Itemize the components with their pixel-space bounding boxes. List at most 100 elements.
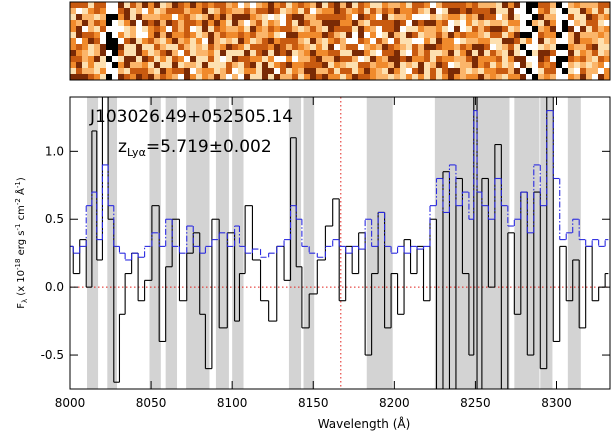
image-pixel bbox=[136, 68, 142, 74]
image-pixel bbox=[280, 74, 286, 80]
image-pixel bbox=[148, 2, 154, 8]
image-pixel bbox=[358, 14, 364, 20]
image-pixel bbox=[394, 44, 400, 50]
image-pixel bbox=[322, 14, 328, 20]
image-pixel bbox=[316, 44, 322, 50]
image-pixel bbox=[532, 68, 538, 74]
image-pixel bbox=[520, 32, 526, 38]
image-pixel bbox=[568, 50, 574, 56]
image-pixel bbox=[184, 8, 190, 14]
step-connector bbox=[72, 110, 606, 260]
image-pixel bbox=[586, 26, 592, 32]
image-pixel bbox=[490, 2, 496, 8]
image-pixel bbox=[340, 62, 346, 68]
image-pixel bbox=[574, 2, 580, 8]
image-pixel bbox=[190, 50, 196, 56]
image-pixel bbox=[496, 68, 502, 74]
image-pixel bbox=[514, 20, 520, 26]
image-pixel bbox=[442, 20, 448, 26]
image-pixel bbox=[310, 62, 316, 68]
image-pixel bbox=[562, 26, 568, 32]
image-pixel bbox=[232, 62, 238, 68]
image-pixel bbox=[514, 56, 520, 62]
image-pixel bbox=[196, 44, 202, 50]
image-pixel bbox=[490, 20, 496, 26]
image-pixel bbox=[214, 32, 220, 38]
image-pixel bbox=[472, 56, 478, 62]
image-pixel bbox=[466, 74, 472, 80]
image-pixel bbox=[592, 56, 598, 62]
image-pixel bbox=[334, 44, 340, 50]
image-pixel bbox=[226, 2, 232, 8]
image-pixel bbox=[220, 44, 226, 50]
image-pixel bbox=[154, 68, 160, 74]
image-pixel bbox=[160, 32, 166, 38]
image-pixel bbox=[550, 2, 556, 8]
image-pixel bbox=[436, 26, 442, 32]
image-pixel bbox=[574, 56, 580, 62]
image-pixel bbox=[220, 56, 226, 62]
image-pixel bbox=[580, 50, 586, 56]
image-pixel bbox=[520, 50, 526, 56]
image-pixel bbox=[490, 50, 496, 56]
image-pixel bbox=[460, 74, 466, 80]
image-pixel bbox=[184, 26, 190, 32]
image-pixel bbox=[316, 56, 322, 62]
image-pixel bbox=[418, 62, 424, 68]
image-pixel bbox=[328, 32, 334, 38]
image-pixel bbox=[202, 2, 208, 8]
image-pixel bbox=[400, 62, 406, 68]
image-pixel bbox=[304, 2, 310, 8]
image-pixel bbox=[556, 14, 562, 20]
image-pixel bbox=[322, 8, 328, 14]
image-pixel bbox=[496, 44, 502, 50]
plot-frame bbox=[69, 96, 611, 390]
image-pixel bbox=[76, 2, 82, 8]
image-pixel bbox=[274, 44, 280, 50]
image-pixel bbox=[82, 20, 88, 26]
image-pixel bbox=[496, 26, 502, 32]
image-pixel bbox=[538, 50, 544, 56]
image-pixel bbox=[244, 38, 250, 44]
image-pixel bbox=[454, 32, 460, 38]
image-pixel bbox=[130, 68, 136, 74]
image-pixel bbox=[88, 50, 94, 56]
image-pixel bbox=[292, 8, 298, 14]
image-pixel bbox=[388, 62, 394, 68]
image-pixel bbox=[412, 50, 418, 56]
image-pixel bbox=[166, 8, 172, 14]
image-pixel bbox=[424, 2, 430, 8]
image-pixel bbox=[130, 14, 136, 20]
image-pixel bbox=[382, 62, 388, 68]
image-pixel bbox=[190, 20, 196, 26]
image-pixel bbox=[184, 56, 190, 62]
image-pixel bbox=[574, 50, 580, 56]
image-pixel bbox=[436, 44, 442, 50]
image-pixel bbox=[220, 50, 226, 56]
image-pixel bbox=[340, 68, 346, 74]
image-pixel bbox=[532, 32, 538, 38]
image-pixel bbox=[358, 8, 364, 14]
image-pixel bbox=[526, 20, 532, 26]
x-tick-label: 8250 bbox=[460, 396, 491, 410]
image-pixel bbox=[160, 74, 166, 80]
image-pixel bbox=[484, 62, 490, 68]
image-pixel bbox=[472, 26, 478, 32]
image-pixel bbox=[388, 56, 394, 62]
image-pixel bbox=[166, 2, 172, 8]
series-flux bbox=[70, 97, 609, 389]
image-pixel bbox=[364, 62, 370, 68]
image-pixel bbox=[574, 8, 580, 14]
image-pixel bbox=[382, 26, 388, 32]
image-pixel bbox=[118, 26, 124, 32]
image-pixel bbox=[598, 38, 604, 44]
image-pixel bbox=[208, 62, 214, 68]
image-pixel bbox=[94, 74, 100, 80]
image-pixel bbox=[400, 74, 406, 80]
image-pixel bbox=[94, 50, 100, 56]
image-pixel bbox=[82, 44, 88, 50]
image-pixel bbox=[196, 8, 202, 14]
image-pixel bbox=[460, 32, 466, 38]
image-pixel bbox=[376, 2, 382, 8]
image-pixel bbox=[418, 38, 424, 44]
